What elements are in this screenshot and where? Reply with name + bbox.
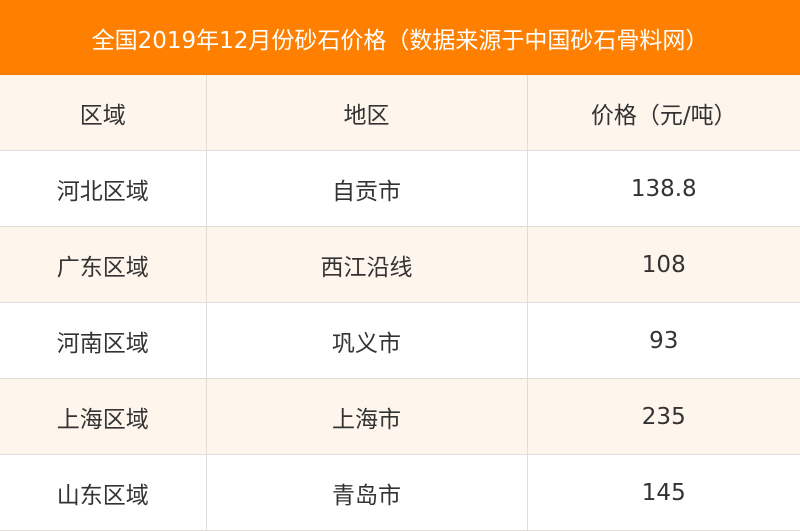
cell-region: 山东区域	[0, 454, 207, 531]
header-price: 价格（元/吨）	[527, 75, 800, 151]
cell-region: 广东区域	[0, 226, 207, 303]
cell-region: 上海区域	[0, 378, 207, 455]
table-row: 上海区域 上海市 235	[0, 378, 800, 455]
cell-area: 上海市	[206, 378, 528, 455]
table-row: 河北区域 自贡市 138.8	[0, 150, 800, 227]
cell-price: 138.8	[527, 150, 800, 227]
cell-price: 93	[527, 302, 800, 379]
cell-price: 108	[527, 226, 800, 303]
table-row: 广东区域 西江沿线 108	[0, 226, 800, 303]
cell-area: 西江沿线	[206, 226, 528, 303]
cell-price: 235	[527, 378, 800, 455]
cell-area: 巩义市	[206, 302, 528, 379]
cell-area: 自贡市	[206, 150, 528, 227]
table-row: 山东区域 青岛市 145	[0, 454, 800, 531]
price-table: 区域 地区 价格（元/吨） 河北区域 自贡市 138.8 广东区域 西江沿线 1…	[0, 75, 800, 531]
cell-area: 青岛市	[206, 454, 528, 531]
table-title: 全国2019年12月份砂石价格（数据来源于中国砂石骨料网）	[0, 0, 800, 75]
header-region: 区域	[0, 75, 207, 151]
cell-region: 河北区域	[0, 150, 207, 227]
table-header-row: 区域 地区 价格（元/吨）	[0, 75, 800, 151]
table-row: 河南区域 巩义市 93	[0, 302, 800, 379]
cell-region: 河南区域	[0, 302, 207, 379]
cell-price: 145	[527, 454, 800, 531]
header-area: 地区	[206, 75, 528, 151]
